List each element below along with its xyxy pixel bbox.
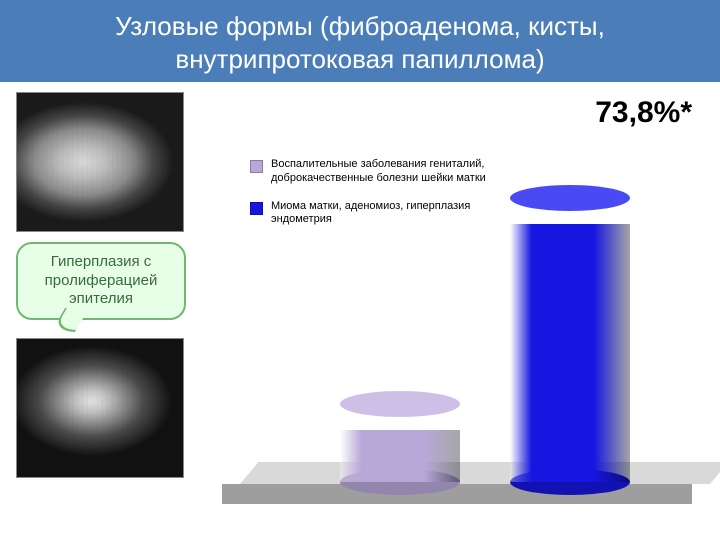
mammogram-image-top	[16, 92, 184, 232]
bar-shaft	[340, 430, 460, 483]
percentage-value: 73,8%*	[595, 96, 692, 129]
bar-item-1	[340, 404, 460, 483]
page-title: Узловые формы (фиброаденома, кисты, внут…	[115, 11, 605, 74]
left-column: Гиперплазия с пролиферацией эпителия	[16, 92, 206, 532]
bubble-text: Гиперплазия с пролиферацией эпителия	[24, 253, 178, 309]
bar-top-ellipse	[510, 185, 630, 211]
bar-item-2	[510, 198, 630, 482]
bar-top-ellipse	[340, 391, 460, 417]
speech-bubble: Гиперплазия с пролиферацией эпителия	[16, 242, 186, 320]
cylinder-bar-chart	[240, 150, 710, 530]
mammogram-image-bottom	[16, 338, 184, 478]
percentage-label: 73,8%*	[595, 96, 692, 130]
chart-platform	[240, 462, 710, 504]
title-banner: Узловые формы (фиброаденома, кисты, внут…	[0, 0, 720, 82]
platform-top	[240, 462, 720, 484]
bar-shaft	[510, 224, 630, 482]
